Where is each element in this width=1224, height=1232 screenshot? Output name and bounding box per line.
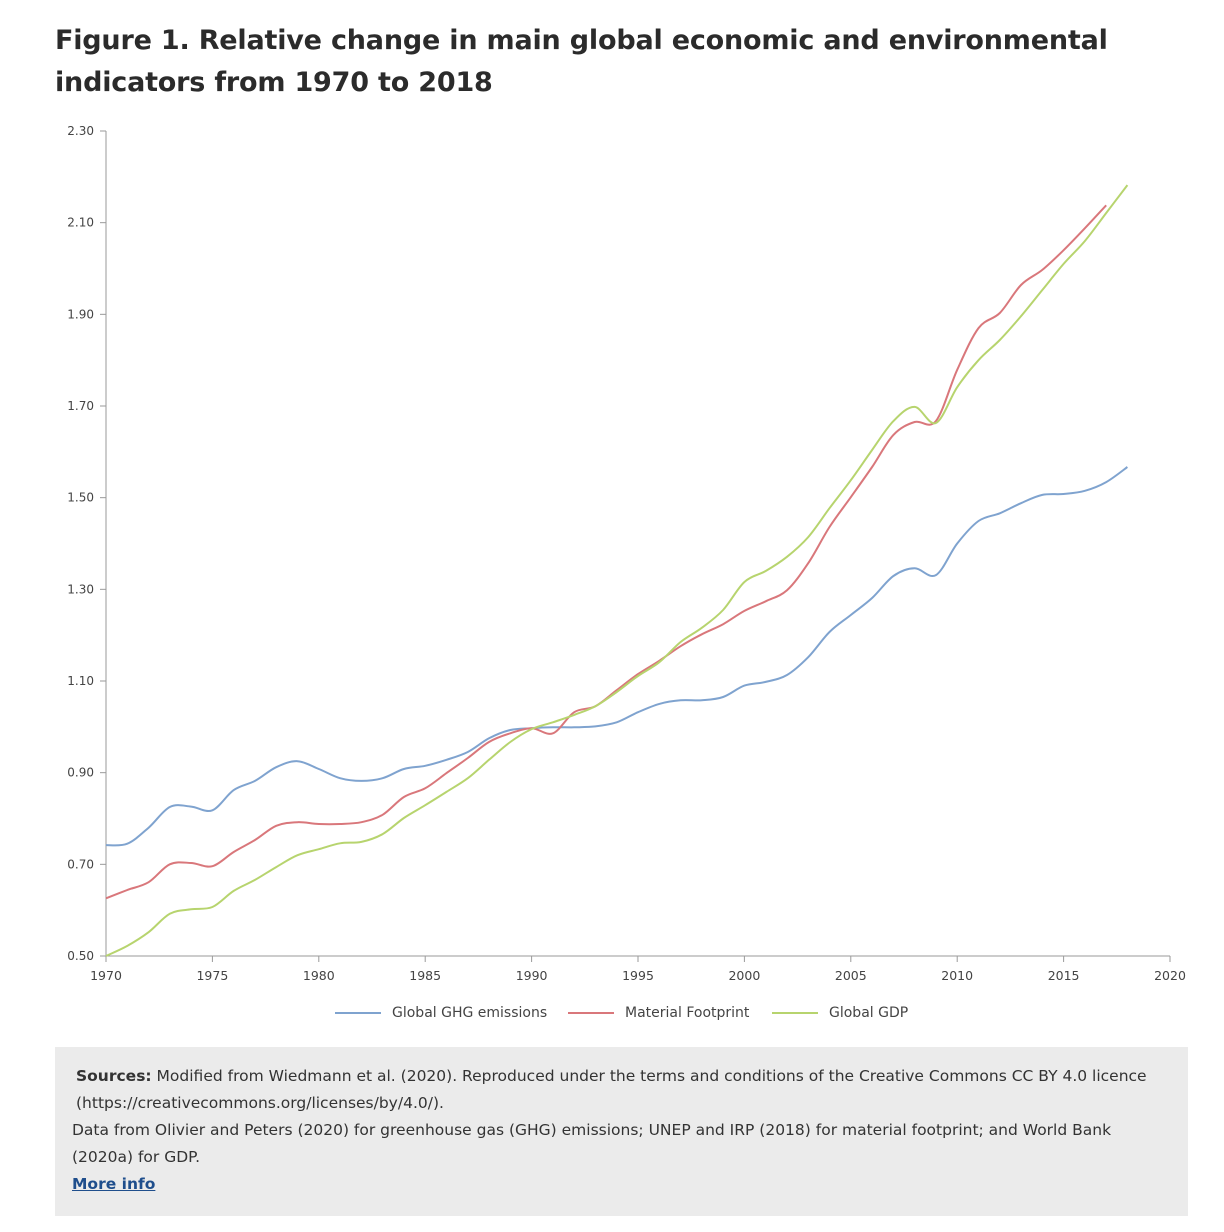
- legend-label-ghg: Global GHG emissions: [392, 1005, 548, 1021]
- x-tick-label: 1985: [409, 968, 441, 983]
- legend-item-ghg[interactable]: Global GHG emissions: [335, 1005, 547, 1021]
- y-tick-label: 1.50: [67, 491, 94, 505]
- line-chart: 0.50 0.70 0.90 1.10 1.30 1.50 1.70 1.90 2.10 2.30…: [67, 124, 1186, 983]
- legend-swatch-ghg: [335, 1012, 381, 1014]
- y-tick-label: 0.70: [67, 857, 94, 871]
- sources-data-note: Data from Olivier and Peters (2020) for …: [72, 1121, 1112, 1166]
- series-line-gdp: [105, 184, 1129, 957]
- x-tick-label: 1990: [516, 968, 548, 983]
- more-info-link[interactable]: More info: [72, 1175, 156, 1193]
- y-tick-label: 1.10: [67, 674, 94, 688]
- x-tick-label: 2015: [1048, 968, 1080, 983]
- sources-label: Sources:: [76, 1067, 152, 1085]
- sources-box: Sources: Modified from Wiedmann et al. (…: [55, 1047, 1188, 1216]
- x-tick-label: 1970: [90, 968, 122, 983]
- legend-item-material-footprint[interactable]: Material Footprint: [568, 1005, 749, 1021]
- y-tick-label: 1.30: [67, 582, 94, 596]
- x-tick-label: 1975: [196, 968, 228, 983]
- y-tick-label: 2.30: [67, 124, 94, 138]
- x-tick-label: 1980: [303, 968, 335, 983]
- y-tick-label: 0.90: [67, 766, 94, 780]
- y-tick-label: 0.50: [67, 949, 94, 963]
- figure-title: Figure 1. Relative change in main global…: [55, 25, 1108, 98]
- chart-legend: Global GHG emissions Material Footprint …: [0, 1005, 1224, 1027]
- y-tick-label: 2.10: [67, 216, 94, 230]
- y-tick-label: 1.90: [67, 307, 94, 321]
- legend-item-gdp[interactable]: Global GDP: [772, 1005, 908, 1021]
- series-line-material-footprint: [105, 204, 1107, 900]
- x-tick-label: 2005: [835, 968, 867, 983]
- series-line-ghg-emissions: [105, 466, 1128, 847]
- x-tick-label: 2000: [728, 968, 760, 983]
- x-tick-label: 2020: [1154, 968, 1186, 983]
- sources-citation: Sources: Modified from Wiedmann et al. (…: [72, 1063, 1172, 1117]
- x-tick-label: 2010: [941, 968, 973, 983]
- legend-label-gdp: Global GDP: [829, 1005, 909, 1021]
- sources-text: Modified from Wiedmann et al. (2020). Re…: [76, 1067, 1147, 1112]
- legend-swatch-material-footprint: [568, 1012, 614, 1014]
- chart-series: [105, 184, 1129, 957]
- y-tick-label: 1.70: [67, 399, 94, 413]
- legend-label-material-footprint: Material Footprint: [625, 1005, 750, 1021]
- chart-axes: 0.50 0.70 0.90 1.10 1.30 1.50 1.70 1.90 2.10 2.30…: [67, 124, 1186, 983]
- legend-swatch-gdp: [772, 1012, 818, 1014]
- x-tick-label: 1995: [622, 968, 654, 983]
